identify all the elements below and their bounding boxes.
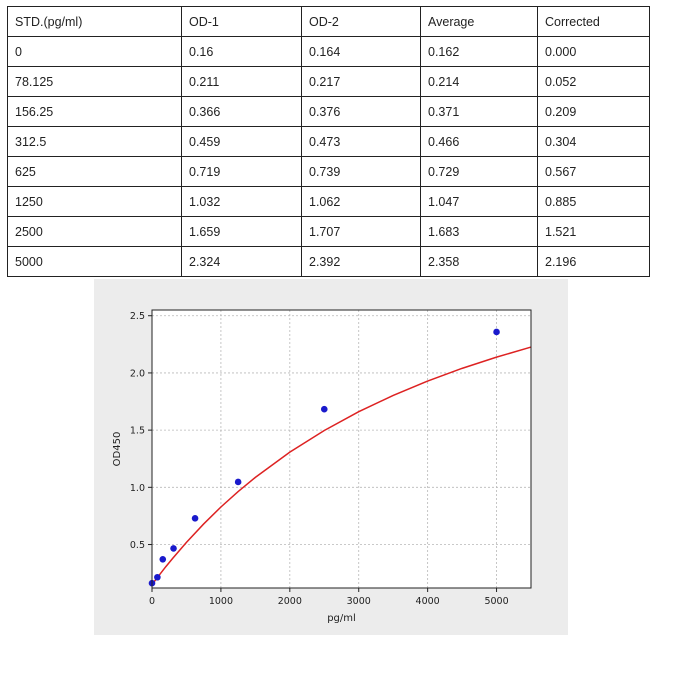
- table-cell: 0.567: [537, 156, 650, 187]
- table-row: 1250 1.032 1.062 1.047 0.885: [7, 186, 650, 217]
- table-cell: 78.125: [7, 66, 182, 97]
- table-cell: 0.473: [301, 126, 421, 157]
- y-axis-ticks: 0.5 1.0 1.5 2.0 2.5: [130, 311, 152, 551]
- table-row: 156.25 0.366 0.376 0.371 0.209: [7, 96, 650, 127]
- table-row: 312.5 0.459 0.473 0.466 0.304: [7, 126, 650, 157]
- header-corrected: Corrected: [537, 6, 650, 37]
- table-cell: 0.162: [420, 36, 538, 67]
- table-cell: 0.376: [301, 96, 421, 127]
- data-point: [191, 515, 199, 522]
- table-cell: 1250: [7, 186, 182, 217]
- table-cell: 0.209: [537, 96, 650, 127]
- table-cell: 625: [7, 156, 182, 187]
- table-cell: 1.521: [537, 216, 650, 247]
- x-axis-label: pg/ml: [327, 613, 356, 624]
- table-cell: 0.211: [181, 66, 302, 97]
- table-cell: 5000: [7, 246, 182, 277]
- table-row: 2500 1.659 1.707 1.683 1.521: [7, 216, 650, 247]
- table-cell: 0.214: [420, 66, 538, 97]
- table-cell: 1.062: [301, 186, 421, 217]
- table-row: 625 0.719 0.739 0.729 0.567: [7, 156, 650, 187]
- table-cell: 0.371: [420, 96, 538, 127]
- table-cell: 312.5: [7, 126, 182, 157]
- fit-curve-layer: [151, 346, 532, 586]
- table-cell: 0.304: [537, 126, 650, 157]
- data-point: [320, 405, 328, 413]
- x-tick-label: 0: [149, 596, 155, 607]
- table-cell: 0.366: [181, 96, 302, 127]
- table-row: 78.125 0.211 0.217 0.214 0.052: [7, 66, 650, 97]
- data-point: [154, 573, 161, 581]
- table-cell: 0.466: [420, 126, 538, 157]
- standard-curve-chart: 0 1000 2000 3000 4000 5000 0.5 1.0 1.5 2.0 2.5 pg…: [94, 279, 568, 635]
- table-row: 0 0.16 0.164 0.162 0.000: [7, 36, 650, 67]
- table-cell: 2.392: [301, 246, 421, 277]
- chart-svg: 0 1000 2000 3000 4000 5000 0.5 1.0 1.5 2.0 2.5 pg…: [112, 309, 532, 624]
- x-tick-label: 5000: [484, 596, 508, 607]
- table-cell: 1.032: [181, 186, 302, 217]
- table-cell: 1.659: [181, 216, 302, 247]
- table-cell: 0.885: [537, 186, 650, 217]
- table-cell: 0.16: [181, 36, 302, 67]
- table-cell: 2.324: [181, 246, 302, 277]
- table-cell: 2.196: [537, 246, 650, 277]
- header-od1: OD-1: [181, 6, 302, 37]
- x-tick-label: 3000: [347, 596, 371, 607]
- y-tick-label: 1.5: [130, 426, 145, 437]
- plot-area: [152, 310, 531, 588]
- data-point: [493, 328, 500, 336]
- table-cell: 0: [7, 36, 182, 67]
- header-od2: OD-2: [301, 6, 421, 37]
- plot-frame: [151, 309, 532, 589]
- standard-curve-table: STD.(pg/ml) OD-1 OD-2 Average Corrected …: [7, 6, 650, 277]
- y-tick-label: 2.5: [130, 311, 145, 322]
- table-cell: 0.217: [301, 66, 421, 97]
- data-point: [159, 555, 167, 563]
- table-cell: 156.25: [7, 96, 182, 127]
- x-tick-label: 2000: [278, 596, 302, 607]
- table-cell: 0.739: [301, 156, 421, 187]
- table-cell: 0.052: [537, 66, 650, 97]
- data-point: [234, 478, 242, 486]
- table-cell: 1.707: [301, 216, 421, 247]
- table-row: 5000 2.324 2.392 2.358 2.196: [7, 246, 650, 277]
- table-cell: 0.000: [537, 36, 650, 67]
- table-cell: 2.358: [420, 246, 538, 277]
- y-tick-label: 2.0: [130, 368, 145, 379]
- header-average: Average: [420, 6, 538, 37]
- table-cell: 1.047: [420, 186, 538, 217]
- table-header-row: STD.(pg/ml) OD-1 OD-2 Average Corrected: [7, 6, 650, 37]
- table-cell: 0.459: [181, 126, 302, 157]
- data-point: [170, 545, 177, 552]
- table-cell: 0.164: [301, 36, 421, 67]
- x-axis-ticks: 0 1000 2000 3000 4000 5000: [149, 588, 509, 607]
- x-tick-label: 4000: [416, 596, 440, 607]
- fit-curve-line: [151, 346, 532, 586]
- x-tick-label: 1000: [209, 596, 233, 607]
- table-cell: 0.719: [181, 156, 302, 187]
- table-cell: 1.683: [420, 216, 538, 247]
- table-cell: 0.729: [420, 156, 538, 187]
- y-tick-label: 0.5: [130, 540, 145, 551]
- y-tick-label: 1.0: [130, 483, 145, 494]
- table-cell: 2500: [7, 216, 182, 247]
- y-axis-label: OD450: [112, 432, 123, 467]
- grid-lines: [151, 310, 531, 588]
- header-std: STD.(pg/ml): [7, 6, 182, 37]
